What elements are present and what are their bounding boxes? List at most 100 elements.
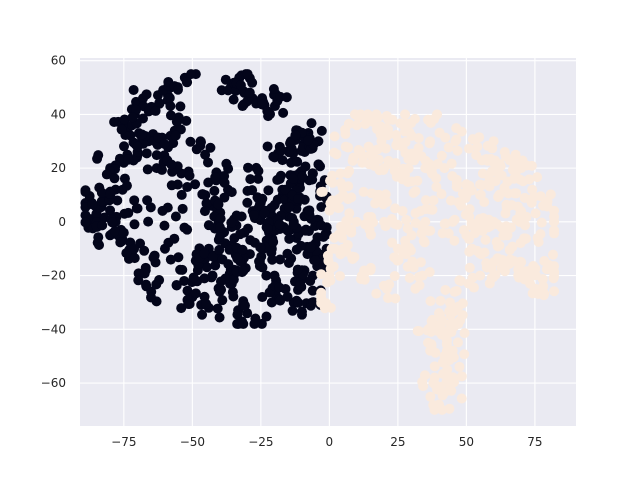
data-point (511, 214, 522, 225)
data-point (418, 381, 429, 392)
data-point (214, 244, 225, 255)
data-point (171, 116, 182, 127)
data-point (316, 125, 327, 136)
data-point (101, 169, 112, 180)
data-point (201, 262, 212, 273)
data-point (109, 116, 120, 127)
data-point (131, 203, 142, 214)
data-point (284, 202, 295, 213)
data-point (238, 318, 249, 329)
data-point (109, 173, 120, 184)
data-point (322, 250, 333, 261)
data-point (284, 147, 295, 158)
data-point (459, 349, 470, 360)
data-point (539, 255, 550, 266)
data-point (151, 150, 162, 161)
data-point (223, 85, 234, 96)
data-point (420, 195, 431, 206)
data-point (254, 256, 265, 267)
data-point (542, 196, 553, 207)
data-point (355, 146, 366, 157)
data-point (527, 288, 538, 299)
data-point (199, 273, 210, 284)
data-point (371, 288, 382, 299)
data-point (268, 84, 279, 95)
data-point (365, 262, 376, 273)
data-point (150, 105, 161, 116)
data-point (464, 204, 475, 215)
data-point (308, 297, 319, 308)
data-point (500, 208, 511, 219)
data-point (226, 217, 237, 228)
data-point (325, 302, 336, 313)
data-point (404, 272, 415, 283)
data-point (533, 237, 544, 248)
data-point (116, 124, 127, 135)
data-point (343, 142, 354, 153)
data-point (151, 279, 162, 290)
data-point (153, 132, 164, 143)
data-point (167, 166, 178, 177)
data-point (431, 181, 442, 192)
data-point (325, 263, 336, 274)
data-point (119, 208, 130, 219)
data-point (494, 189, 505, 200)
data-point (307, 174, 318, 185)
data-point (109, 226, 120, 237)
data-point (235, 229, 246, 240)
data-point (334, 271, 345, 282)
data-point (316, 269, 327, 280)
data-point (115, 237, 126, 248)
data-point (515, 256, 526, 267)
data-point (197, 309, 208, 320)
data-point (474, 132, 485, 143)
data-point (203, 177, 214, 188)
y-tick-label: 60 (51, 54, 66, 68)
data-point (446, 158, 457, 169)
data-point (143, 216, 154, 227)
y-tick-label: −20 (41, 269, 66, 283)
data-point (177, 203, 188, 214)
data-point (475, 189, 486, 200)
data-point (268, 236, 279, 247)
data-point (401, 214, 412, 225)
data-point (201, 299, 212, 310)
data-point (205, 142, 216, 153)
data-point (535, 229, 546, 240)
data-point (398, 247, 409, 258)
data-point (243, 162, 254, 173)
x-tick-label: −25 (248, 435, 273, 449)
data-point (512, 201, 523, 212)
data-point (424, 323, 435, 334)
data-point (105, 189, 116, 200)
data-point (247, 185, 258, 196)
data-point (274, 173, 285, 184)
data-point (316, 220, 327, 231)
data-point (441, 330, 452, 341)
data-point (504, 244, 515, 255)
data-point (464, 262, 475, 273)
data-point (112, 195, 123, 206)
data-point (87, 199, 98, 210)
data-point (146, 292, 157, 303)
data-point (267, 254, 278, 265)
data-point (249, 318, 260, 329)
data-point (293, 193, 304, 204)
data-point (307, 285, 318, 296)
data-point (237, 101, 248, 112)
data-point (188, 272, 199, 283)
data-point (451, 134, 462, 145)
data-point (347, 254, 358, 265)
data-point (288, 219, 299, 230)
data-point (440, 218, 451, 229)
data-point (141, 279, 152, 290)
data-point (220, 74, 231, 85)
data-point (439, 387, 450, 398)
data-point (148, 252, 159, 263)
data-point (268, 151, 279, 162)
data-point (360, 119, 371, 130)
data-point (413, 133, 424, 144)
data-point (210, 172, 221, 183)
data-point (228, 94, 239, 105)
data-point (428, 400, 439, 411)
